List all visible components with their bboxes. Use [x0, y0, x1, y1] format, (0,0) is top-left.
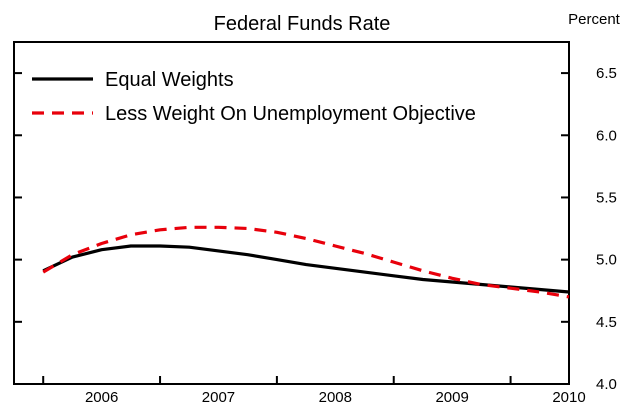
x-tick-label: 2006 [85, 389, 118, 406]
y-tick-label: 5.0 [596, 252, 617, 269]
legend-label: Less Weight On Unemployment Objective [105, 103, 476, 125]
y-tick-label: 6.5 [596, 65, 617, 82]
series-line-less-weight-unemployment [42, 225, 570, 299]
chart-title: Federal Funds Rate [214, 13, 391, 35]
x-tick-label: 2009 [435, 389, 468, 406]
x-tick-label: 2010 [552, 389, 585, 406]
y-tick-label: 4.0 [596, 376, 617, 393]
x-tick-label: 2007 [202, 389, 235, 406]
series-line-equal-weights [42, 244, 570, 294]
y-axis-label: Percent [568, 11, 621, 28]
y-tick-label: 5.5 [596, 189, 617, 206]
legend: Equal Weights Less Weight On Unemployment… [32, 69, 476, 125]
y-tick-label: 6.0 [596, 127, 617, 144]
plot-frame [13, 41, 570, 385]
legend-label: Equal Weights [105, 69, 234, 91]
plot-area: 4.0 4.5 5.0 5.5 6.0 6.5 2006 2007 2008 2009 2010 [13, 41, 617, 406]
y-tick-label: 4.5 [596, 314, 617, 331]
x-tick-label: 2008 [319, 389, 352, 406]
